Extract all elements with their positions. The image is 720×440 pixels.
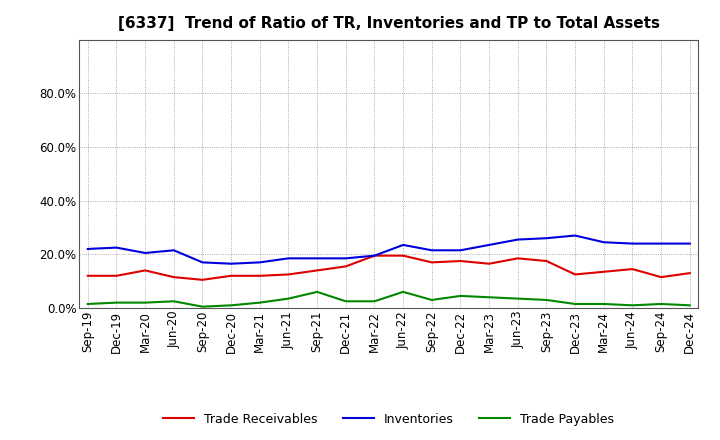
Trade Payables xyxy=(685,303,694,308)
Trade Receivables xyxy=(112,273,121,279)
Trade Payables xyxy=(428,297,436,303)
Inventories xyxy=(600,240,608,245)
Trade Receivables xyxy=(256,273,264,279)
Inventories xyxy=(542,235,551,241)
Trade Receivables xyxy=(485,261,493,266)
Trade Receivables xyxy=(628,267,636,272)
Trade Receivables xyxy=(341,264,350,269)
Trade Payables xyxy=(657,301,665,307)
Trade Receivables xyxy=(513,256,522,261)
Trade Payables xyxy=(312,289,321,294)
Line: Trade Payables: Trade Payables xyxy=(88,292,690,307)
Trade Receivables xyxy=(370,253,379,258)
Trade Receivables xyxy=(657,275,665,280)
Inventories xyxy=(428,248,436,253)
Trade Payables xyxy=(600,301,608,307)
Trade Payables xyxy=(542,297,551,303)
Inventories xyxy=(571,233,580,238)
Trade Payables xyxy=(628,303,636,308)
Trade Payables xyxy=(141,300,150,305)
Trade Payables xyxy=(485,295,493,300)
Trade Receivables xyxy=(600,269,608,275)
Trade Payables xyxy=(112,300,121,305)
Legend: Trade Receivables, Inventories, Trade Payables: Trade Receivables, Inventories, Trade Pa… xyxy=(158,407,619,431)
Trade Receivables xyxy=(284,272,293,277)
Inventories xyxy=(312,256,321,261)
Trade Receivables xyxy=(312,268,321,273)
Trade Payables xyxy=(256,300,264,305)
Inventories xyxy=(628,241,636,246)
Title: [6337]  Trend of Ratio of TR, Inventories and TP to Total Assets: [6337] Trend of Ratio of TR, Inventories… xyxy=(118,16,660,32)
Trade Receivables xyxy=(169,275,178,280)
Trade Payables xyxy=(198,304,207,309)
Trade Receivables xyxy=(227,273,235,279)
Trade Receivables xyxy=(428,260,436,265)
Inventories xyxy=(284,256,293,261)
Trade Receivables xyxy=(399,253,408,258)
Trade Payables xyxy=(227,303,235,308)
Inventories xyxy=(399,242,408,248)
Line: Trade Receivables: Trade Receivables xyxy=(88,256,690,280)
Inventories xyxy=(370,253,379,258)
Inventories xyxy=(112,245,121,250)
Inventories xyxy=(685,241,694,246)
Inventories xyxy=(141,250,150,256)
Trade Payables xyxy=(513,296,522,301)
Inventories xyxy=(485,242,493,248)
Trade Receivables xyxy=(571,272,580,277)
Trade Receivables xyxy=(198,277,207,282)
Trade Receivables xyxy=(542,258,551,264)
Trade Payables xyxy=(399,289,408,294)
Inventories xyxy=(256,260,264,265)
Trade Payables xyxy=(284,296,293,301)
Inventories xyxy=(227,261,235,266)
Inventories xyxy=(657,241,665,246)
Inventories xyxy=(341,256,350,261)
Trade Receivables xyxy=(456,258,465,264)
Trade Payables xyxy=(370,299,379,304)
Trade Receivables xyxy=(84,273,92,279)
Line: Inventories: Inventories xyxy=(88,235,690,264)
Trade Payables xyxy=(169,299,178,304)
Trade Payables xyxy=(84,301,92,307)
Inventories xyxy=(456,248,465,253)
Trade Payables xyxy=(341,299,350,304)
Trade Payables xyxy=(456,293,465,299)
Inventories xyxy=(84,246,92,252)
Inventories xyxy=(169,248,178,253)
Inventories xyxy=(198,260,207,265)
Inventories xyxy=(513,237,522,242)
Trade Receivables xyxy=(685,271,694,276)
Trade Payables xyxy=(571,301,580,307)
Trade Receivables xyxy=(141,268,150,273)
